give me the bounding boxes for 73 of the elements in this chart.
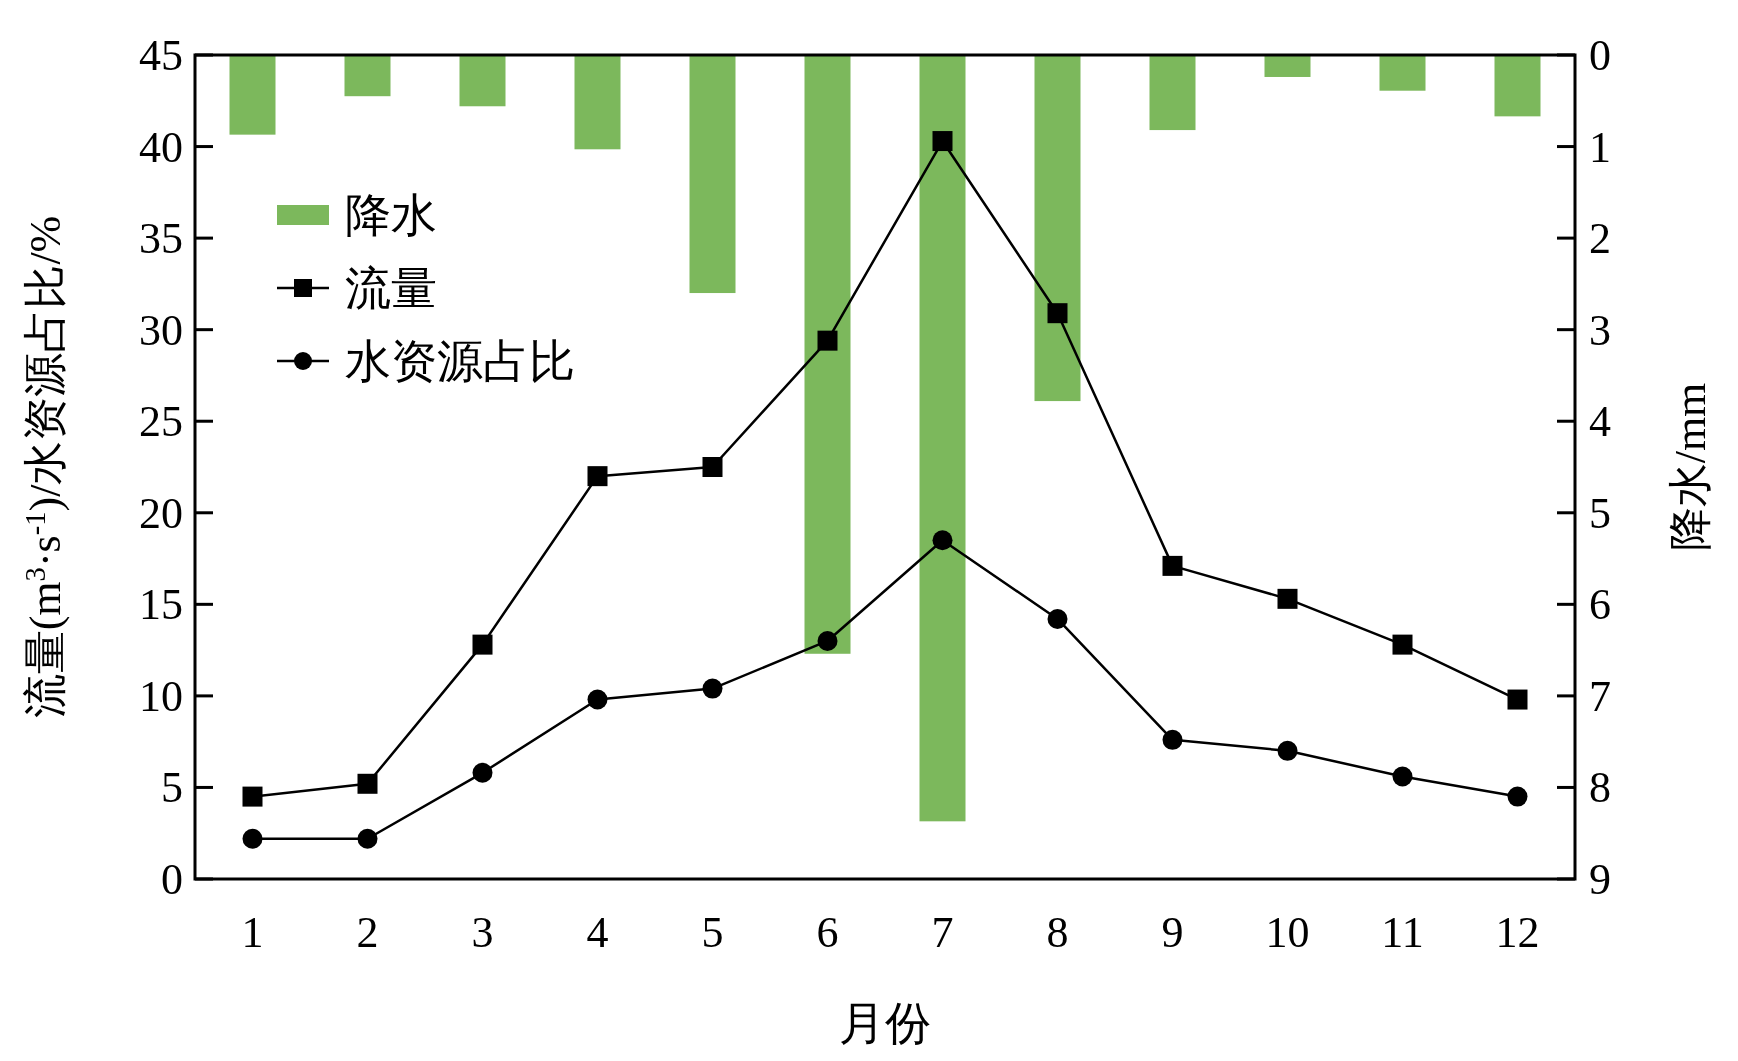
y2-tick-label: 6: [1589, 580, 1611, 630]
point: [1047, 303, 1068, 324]
y-tick-label: 15: [139, 580, 183, 630]
point: [1507, 786, 1528, 807]
y2-tick-label: 9: [1589, 855, 1611, 904]
bar: [229, 55, 276, 135]
point: [357, 773, 378, 794]
point: [1047, 608, 1068, 629]
x-tick-label: 10: [1265, 908, 1310, 957]
y-tick-label: 0: [161, 855, 183, 904]
point: [1162, 729, 1183, 750]
bar: [1264, 55, 1311, 77]
x-tick-label: 12: [1495, 908, 1540, 957]
x-tick-label: 2: [356, 908, 379, 957]
legend-label: 水资源占比: [345, 336, 575, 387]
bar: [1149, 55, 1196, 131]
legend-label: 降水: [345, 190, 437, 241]
y2-tick-label: 1: [1589, 122, 1611, 172]
point: [1392, 766, 1413, 787]
y2-tick-label: 0: [1589, 31, 1611, 80]
point: [587, 689, 608, 710]
bar: [919, 55, 966, 822]
y2-axis-title: 降水/mm: [1666, 382, 1715, 552]
bar: [459, 55, 506, 107]
y-tick-label: 35: [139, 214, 183, 264]
x-tick-label: 5: [701, 908, 724, 957]
x-axis-title: 月份: [839, 998, 931, 1049]
bar: [574, 55, 621, 150]
point: [817, 630, 838, 651]
point: [702, 457, 723, 477]
bar: [689, 55, 736, 294]
point: [1277, 740, 1298, 761]
y2-tick-label: 8: [1589, 763, 1611, 813]
point: [702, 678, 723, 699]
x-tick-label: 6: [816, 908, 839, 957]
point: [817, 330, 838, 351]
y-tick-label: 10: [139, 671, 183, 721]
y-tick-label: 20: [139, 488, 183, 538]
bar: [1034, 55, 1081, 402]
point: [587, 466, 608, 487]
y-tick-label: 40: [139, 122, 183, 172]
y2-tick-label: 7: [1589, 671, 1611, 721]
bar: [1494, 55, 1541, 117]
x-tick-label: 8: [1046, 908, 1069, 957]
point: [932, 131, 953, 152]
point: [1507, 689, 1528, 710]
y2-tick-label: 5: [1589, 488, 1611, 538]
y2-tick-label: 3: [1589, 305, 1611, 355]
x-tick-label: 11: [1381, 908, 1424, 957]
y-tick-label: 30: [139, 305, 183, 355]
point: [1277, 588, 1298, 609]
legend-label: 流量: [345, 263, 437, 314]
point: [242, 828, 263, 849]
x-tick-label: 3: [471, 908, 494, 957]
y-tick-label: 5: [161, 763, 183, 813]
x-tick-label: 7: [931, 908, 954, 957]
point: [472, 762, 493, 783]
point: [1162, 555, 1183, 576]
point: [1392, 634, 1413, 655]
point: [932, 530, 953, 551]
x-tick-label: 4: [586, 908, 609, 957]
point: [472, 634, 493, 655]
bar: [1379, 55, 1426, 91]
y-tick-label: 45: [139, 31, 183, 80]
y2-tick-label: 2: [1589, 214, 1611, 264]
x-tick-label: 9: [1161, 908, 1184, 957]
bar: [804, 55, 851, 654]
point: [357, 828, 378, 849]
y-tick-label: 25: [139, 397, 183, 447]
bar: [344, 55, 391, 97]
y2-tick-label: 4: [1589, 397, 1611, 447]
x-tick-label: 1: [241, 908, 264, 957]
point: [242, 786, 263, 807]
